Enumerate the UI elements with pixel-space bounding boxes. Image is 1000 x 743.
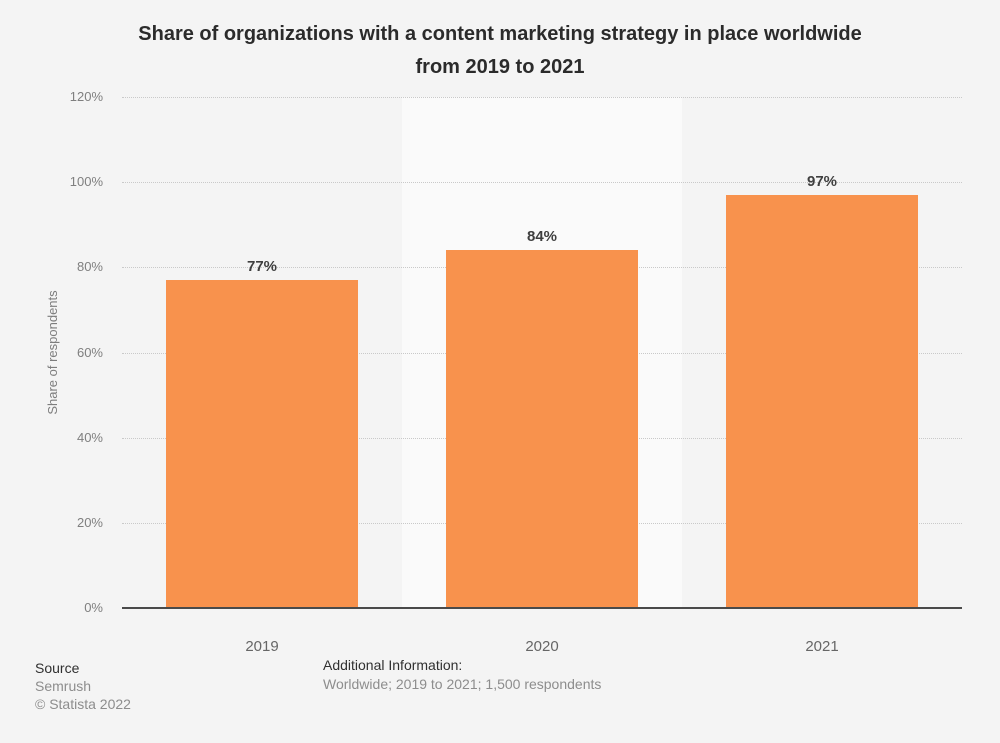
x-axis-line <box>122 607 962 609</box>
source-block: Source Semrush © Statista 2022 <box>35 659 131 713</box>
y-tick-label-20: 20% <box>76 514 103 530</box>
gridline-100 <box>122 182 962 184</box>
additional-info-block: Additional Information: Worldwide; 2019 … <box>323 656 601 694</box>
copyright-notice: © Statista 2022 <box>35 696 131 712</box>
chart-title: Share of organizations with a content ma… <box>0 18 1000 84</box>
bar-2020[interactable] <box>446 250 638 608</box>
y-tick-label-0: 0% <box>84 600 103 615</box>
additional-info-label: Additional Information: <box>323 657 463 673</box>
plot-area: 0% 20% 40% 60% 80% 100% 120% 77% 2019 84% 2020 97% 2… <box>70 89 962 655</box>
source-label: Source <box>35 660 80 676</box>
chart-title-line2: from 2019 to 2021 <box>415 56 585 78</box>
bar-2019[interactable] <box>166 280 358 608</box>
value-label-2021: 97% <box>806 172 838 190</box>
x-tick-label-2020: 2020 <box>525 638 559 655</box>
y-tick-label-60: 60% <box>76 344 103 360</box>
value-label-2019: 77% <box>246 258 278 276</box>
x-tick-label-2019: 2019 <box>245 638 279 655</box>
value-label-2020: 84% <box>526 228 558 246</box>
source-name: Semrush <box>35 678 92 694</box>
additional-info-text: Worldwide; 2019 to 2021; 1,500 responden… <box>323 676 602 692</box>
y-tick-label-120: 120% <box>69 89 103 104</box>
x-tick-label-2021: 2021 <box>805 638 839 655</box>
y-tick-label-100: 100% <box>69 174 103 190</box>
gridline-120 <box>122 97 962 98</box>
y-tick-label-80: 80% <box>76 259 103 275</box>
bar-2021[interactable] <box>726 194 918 608</box>
chart-title-line1: Share of organizations with a content ma… <box>138 23 862 45</box>
y-tick-label-40: 40% <box>76 429 103 445</box>
